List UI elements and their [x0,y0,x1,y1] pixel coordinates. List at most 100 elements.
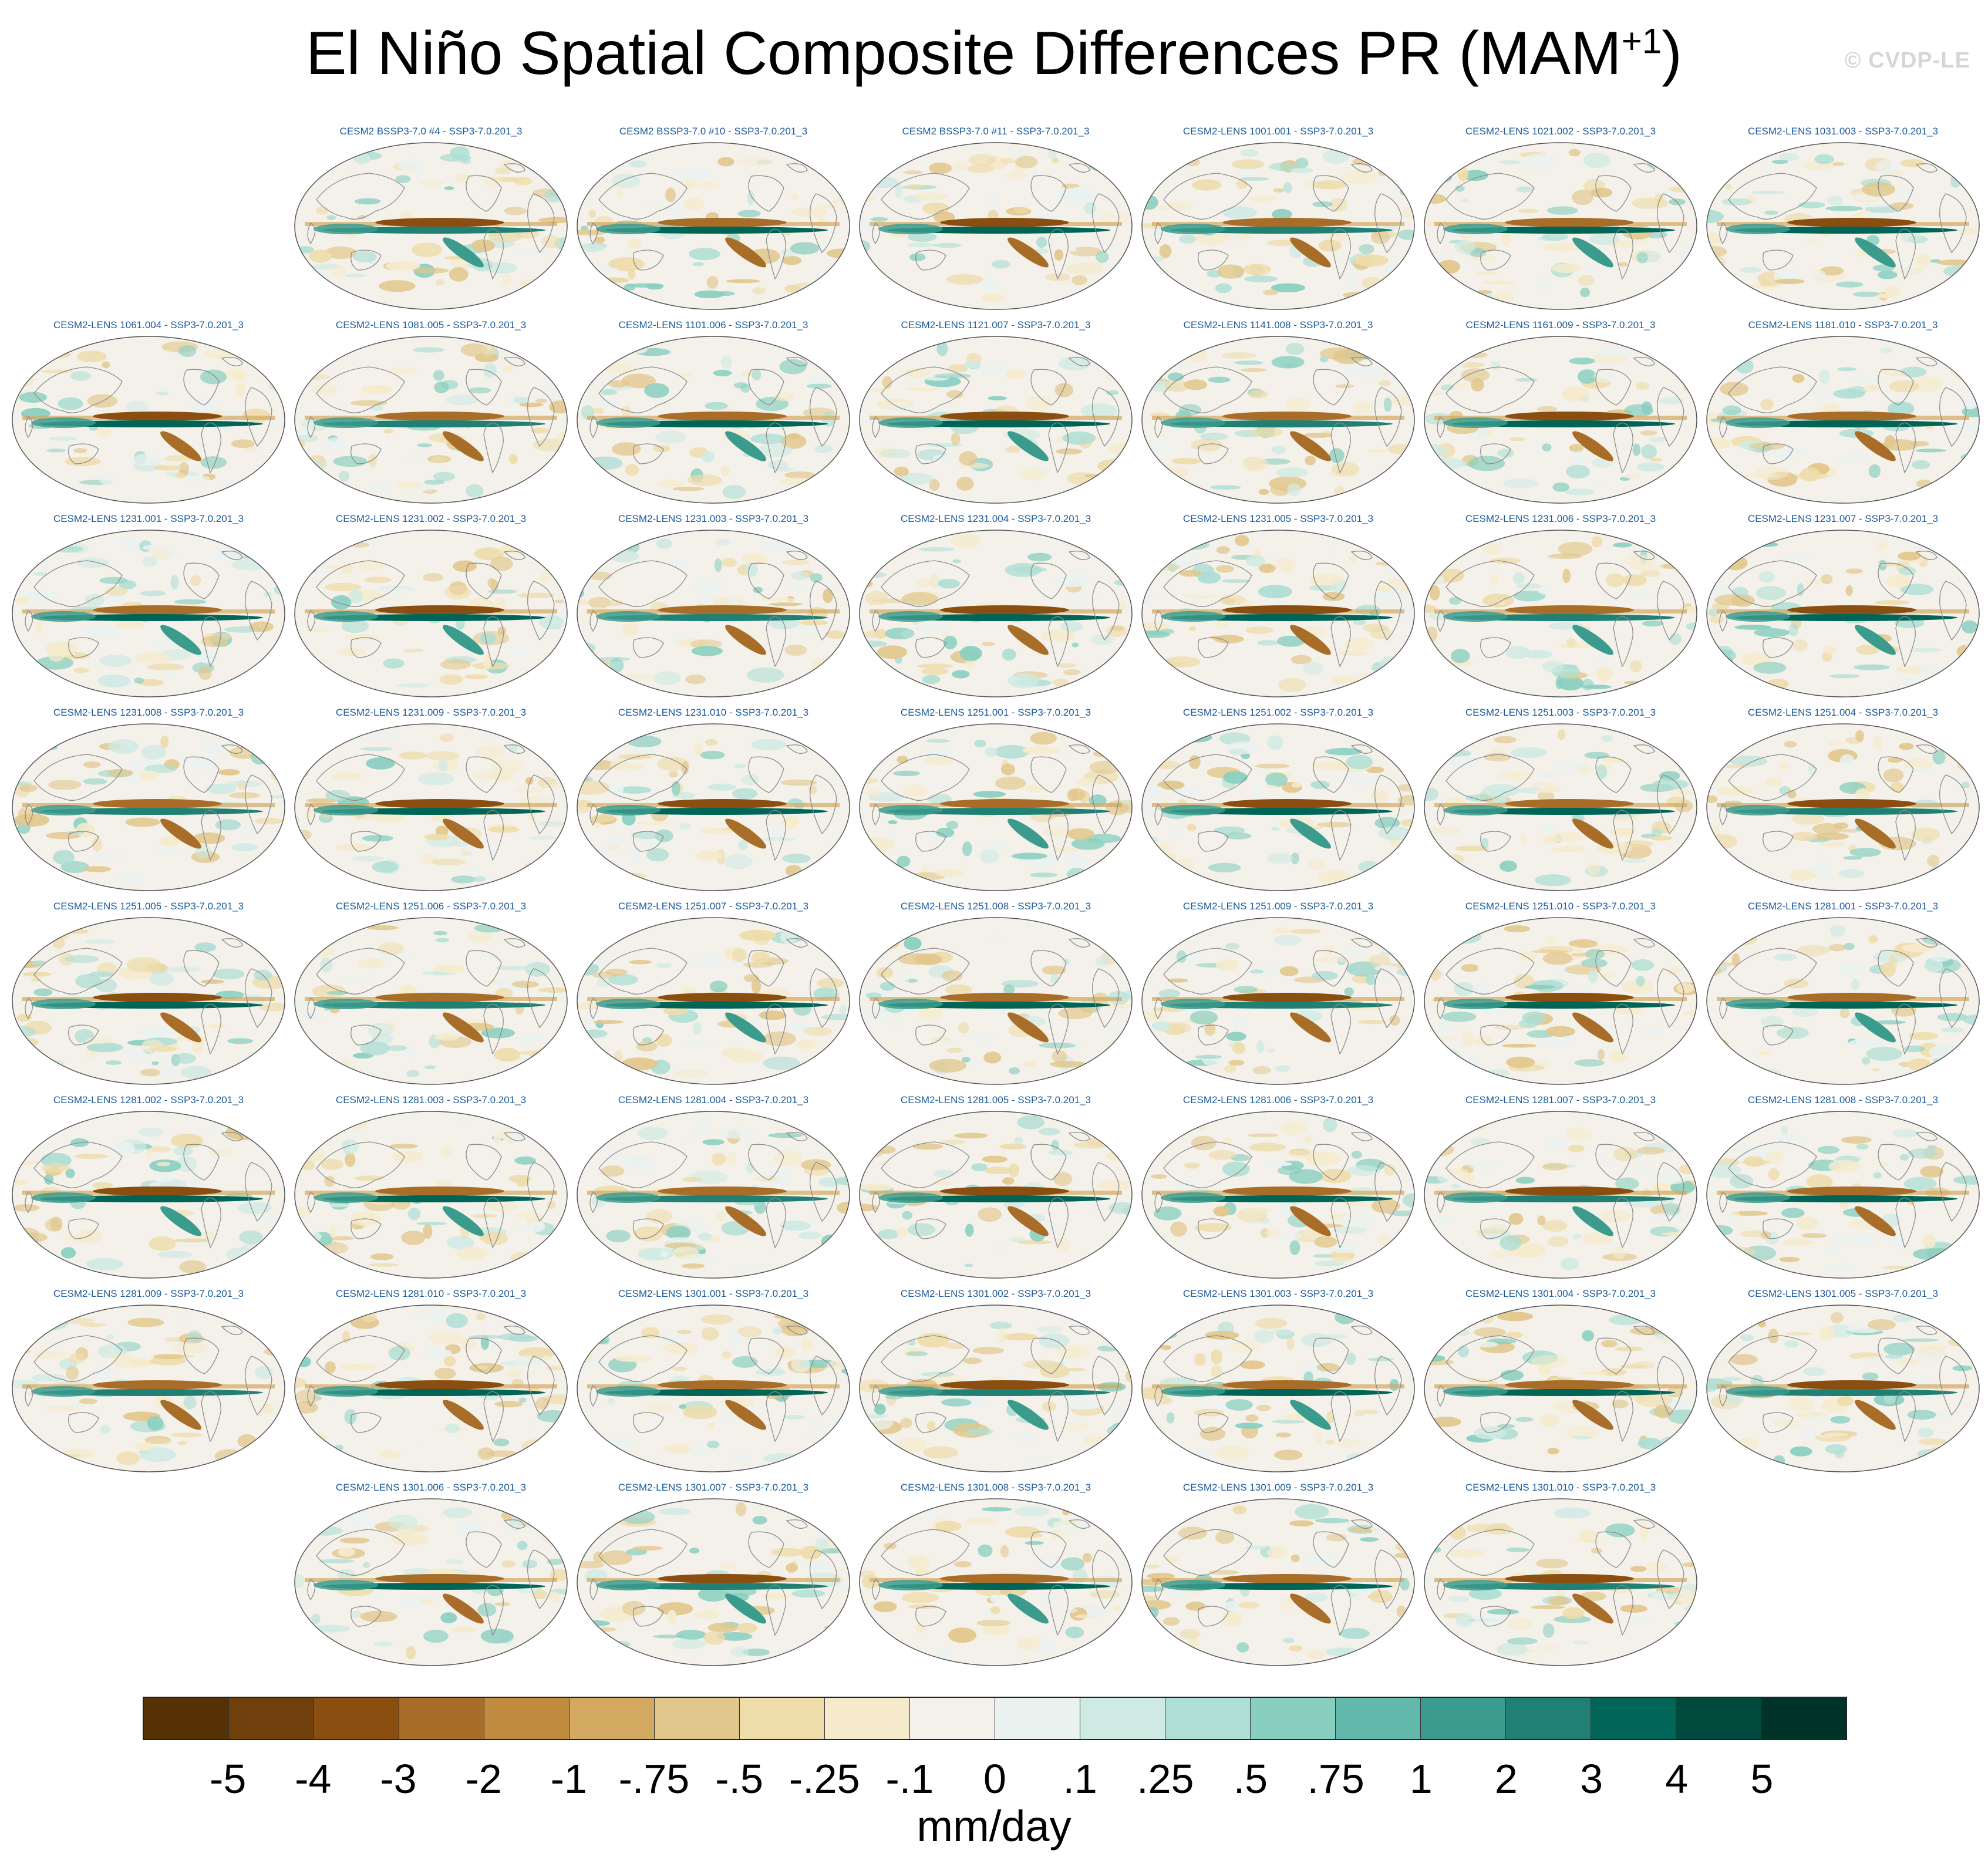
panel-label: CESM2-LENS 1231.008 - SSP3-7.0.201_3 [53,707,244,718]
map-panel: CESM2 BSSP3-7.0 #11 - SSP3-7.0.201_3 [858,126,1134,314]
map-panel: CESM2-LENS 1231.002 - SSP3-7.0.201_3 [293,513,569,701]
map-panel: CESM2-LENS 1231.010 - SSP3-7.0.201_3 [575,707,851,895]
precip-map [859,1498,1133,1666]
colorbar-tick-label: .75 [1307,1756,1364,1802]
precip-map [859,336,1133,504]
precip-map [1141,336,1415,504]
map-panel: CESM2-LENS 1301.002 - SSP3-7.0.201_3 [858,1288,1134,1476]
map-panel: CESM2-LENS 1031.003 - SSP3-7.0.201_3 [1705,126,1981,314]
colorbar-tick-label: 3 [1580,1756,1603,1802]
colorbar-box [655,1698,740,1739]
colorbar-box [570,1698,655,1739]
map-panel: CESM2-LENS 1301.008 - SSP3-7.0.201_3 [858,1482,1134,1670]
map-panel: CESM2-LENS 1281.003 - SSP3-7.0.201_3 [293,1094,569,1282]
colorbar-ticks: -5 -4 -3 -2 -1 -.75 -.5 -.25 -.1 0 .1 .25 .5 .75 1 2 3 4 5 [143,1755,1847,1808]
panel-label: CESM2-LENS 1301.005 - SSP3-7.0.201_3 [1747,1288,1939,1299]
panel-label: CESM2-LENS 1301.001 - SSP3-7.0.201_3 [618,1288,809,1299]
panel-label: CESM2-LENS 1251.008 - SSP3-7.0.201_3 [900,901,1091,912]
panel-label: CESM2-LENS 1231.001 - SSP3-7.0.201_3 [53,513,244,524]
colorbar-box [740,1698,825,1739]
panel-label: CESM2-LENS 1231.006 - SSP3-7.0.201_3 [1465,513,1656,524]
map-panel: CESM2-LENS 1161.009 - SSP3-7.0.201_3 [1423,319,1699,507]
precip-map [294,530,568,697]
panel-label: CESM2-LENS 1231.007 - SSP3-7.0.201_3 [1747,513,1939,524]
colorbar: -5 -4 -3 -2 -1 -.75 -.5 -.25 -.1 0 .1 .25 .5 .75 1 2 3 4 5… [0,1697,1988,1861]
precip-map [859,142,1133,310]
map-panel: CESM2-LENS 1251.006 - SSP3-7.0.201_3 [293,901,569,1088]
map-panel: CESM2-LENS 1281.007 - SSP3-7.0.201_3 [1423,1094,1699,1282]
panel-label: CESM2-LENS 1251.006 - SSP3-7.0.201_3 [335,901,527,912]
map-panel: CESM2-LENS 1251.001 - SSP3-7.0.201_3 [858,707,1134,895]
colorbar-tick-label: 1 [1409,1756,1433,1802]
precip-map [1424,1305,1697,1472]
map-panel: CESM2-LENS 1231.003 - SSP3-7.0.201_3 [575,513,851,701]
panel-label: CESM2-LENS 1231.005 - SSP3-7.0.201_3 [1182,513,1374,524]
colorbar-box [1761,1698,1846,1739]
panel-label: CESM2-LENS 1061.004 - SSP3-7.0.201_3 [53,319,244,331]
panel-label: CESM2-LENS 1231.004 - SSP3-7.0.201_3 [900,513,1091,524]
colorbar-tick-label: -5 [210,1756,247,1802]
precip-map [859,1305,1133,1472]
precip-map [577,142,850,310]
map-panel: CESM2-LENS 1301.003 - SSP3-7.0.201_3 [1140,1288,1416,1476]
colorbar-tick-label: -.1 [885,1756,934,1802]
colorbar-box [1165,1698,1251,1739]
panel-label: CESM2-LENS 1231.009 - SSP3-7.0.201_3 [335,707,527,718]
map-panel: CESM2-LENS 1301.007 - SSP3-7.0.201_3 [575,1482,851,1670]
map-panel: CESM2-LENS 1231.009 - SSP3-7.0.201_3 [293,707,569,895]
panel-label: CESM2-LENS 1021.002 - SSP3-7.0.201_3 [1465,126,1656,137]
map-panel: CESM2-LENS 1281.006 - SSP3-7.0.201_3 [1140,1094,1416,1282]
map-panel: CESM2-LENS 1001.001 - SSP3-7.0.201_3 [1140,126,1416,314]
colorbar-box [1506,1698,1591,1739]
panel-label: CESM2-LENS 1281.001 - SSP3-7.0.201_3 [1747,901,1939,912]
colorbar-box [995,1698,1080,1739]
panel-label: CESM2-LENS 1081.005 - SSP3-7.0.201_3 [335,319,527,331]
precip-map [1424,1498,1697,1666]
precip-map [294,1498,568,1666]
precip-map [1706,1111,1980,1279]
colorbar-box [1080,1698,1165,1739]
colorbar-tick-label: -2 [465,1756,502,1802]
map-panel: CESM2-LENS 1301.010 - SSP3-7.0.201_3 [1423,1482,1699,1670]
panel-label: CESM2-LENS 1281.006 - SSP3-7.0.201_3 [1182,1094,1374,1105]
panel-label: CESM2-LENS 1251.002 - SSP3-7.0.201_3 [1182,707,1374,718]
precip-map [294,336,568,504]
colorbar-tick-label: -1 [550,1756,587,1802]
panel-label: CESM2 BSSP3-7.0 #11 - SSP3-7.0.201_3 [902,126,1090,137]
map-panel: CESM2-LENS 1251.007 - SSP3-7.0.201_3 [575,901,851,1088]
precip-map [577,723,850,891]
colorbar-box [1421,1698,1506,1739]
precip-map [577,917,850,1085]
panel-label: CESM2-LENS 1301.009 - SSP3-7.0.201_3 [1182,1482,1374,1493]
precip-map [1424,723,1697,891]
panel-label: CESM2-LENS 1161.009 - SSP3-7.0.201_3 [1465,319,1656,331]
map-panel: CESM2-LENS 1231.007 - SSP3-7.0.201_3 [1705,513,1981,701]
colorbar-units: mm/day [916,1802,1072,1850]
precip-map [859,1111,1133,1279]
panel-label: CESM2 BSSP3-7.0 #4 - SSP3-7.0.201_3 [339,126,523,137]
colorbar-tick-label: .5 [1233,1756,1268,1802]
precip-map [1424,336,1697,504]
title-superscript: +1 [1621,21,1662,61]
watermark: © CVDP-LE [1844,48,1970,73]
map-panel: CESM2-LENS 1181.010 - SSP3-7.0.201_3 [1705,319,1981,507]
precip-map [1141,1498,1415,1666]
panel-label: CESM2-LENS 1281.004 - SSP3-7.0.201_3 [618,1094,809,1105]
panel-label: CESM2-LENS 1281.010 - SSP3-7.0.201_3 [335,1288,527,1299]
map-panel: CESM2-LENS 1281.002 - SSP3-7.0.201_3 [11,1094,287,1282]
precip-map [859,530,1133,697]
map-panel: CESM2-LENS 1281.010 - SSP3-7.0.201_3 [293,1288,569,1476]
precip-map [12,917,285,1085]
map-panel: CESM2-LENS 1281.009 - SSP3-7.0.201_3 [11,1288,287,1476]
panel-label: CESM2-LENS 1101.006 - SSP3-7.0.201_3 [618,319,808,331]
map-panel: CESM2-LENS 1301.001 - SSP3-7.0.201_3 [575,1288,851,1476]
colorbar-box [314,1698,399,1739]
panel-label: CESM2-LENS 1251.005 - SSP3-7.0.201_3 [53,901,244,912]
precip-map [1706,336,1980,504]
precip-map [1706,1305,1980,1472]
colorbar-tick-label: 5 [1750,1756,1774,1802]
colorbar-box [1591,1698,1676,1739]
precip-map [1706,723,1980,891]
panel-label: CESM2-LENS 1251.004 - SSP3-7.0.201_3 [1747,707,1939,718]
title-close: ) [1662,19,1682,87]
